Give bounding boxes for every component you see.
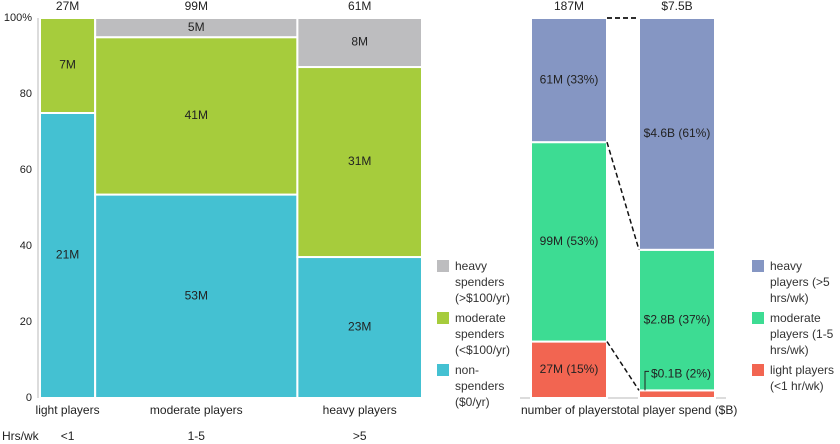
legend-item: non-spenders ($0/yr): [437, 362, 517, 410]
hours-label: >5: [353, 429, 367, 443]
y-tick-label: 20: [20, 316, 32, 328]
bar-segment-light: [530, 340, 608, 400]
legend-item: heavy players (>5 hrs/wk): [752, 258, 838, 306]
legend-swatch: [437, 260, 449, 272]
column-label: moderate players: [150, 403, 243, 417]
legend-label: light players (<1 hr/wk): [770, 363, 835, 393]
y-tick-label: 100%: [4, 12, 32, 24]
bar-segment-label: 99M (53%): [540, 234, 599, 248]
hours-label: <1: [61, 429, 75, 443]
segment-label: 8M: [351, 35, 368, 49]
column-total-label: 27M: [56, 0, 79, 13]
segment-label: 23M: [348, 320, 371, 334]
bar-segment-light: [638, 389, 716, 399]
bar-segment-label: $0.1B (2%): [651, 367, 711, 381]
bar-segment-moderate: [530, 141, 608, 343]
connector-line: [606, 141, 640, 251]
legend-label: heavy players (>5 hrs/wk): [770, 259, 830, 305]
y-tick-label: 60: [20, 164, 32, 176]
bar-segment-label: $2.8B (37%): [644, 312, 711, 326]
segment-label: 7M: [59, 58, 76, 72]
segment-label: 5M: [188, 20, 205, 34]
right-legend: heavy players (>5 hrs/wk) moderate player…: [752, 258, 838, 398]
legend-swatch: [752, 312, 764, 324]
legend-swatch: [437, 364, 449, 376]
bar-segment-label: 27M (15%): [540, 362, 599, 376]
bar-segment-label: 61M (33%): [540, 72, 599, 86]
legend-item: moderate spenders (<$100/yr): [437, 310, 517, 358]
leader-line: [644, 370, 649, 391]
column-label: light players: [36, 403, 100, 417]
segment-non-spenders: [39, 112, 97, 399]
column-total-label: 61M: [348, 0, 371, 13]
x-axis-title: Hrs/wk: [2, 429, 40, 443]
segment-label: 31M: [348, 154, 371, 168]
legend-label: heavy spenders (>$100/yr): [455, 259, 511, 305]
legend-swatch: [437, 312, 449, 324]
segment-non-spenders: [94, 193, 299, 399]
bar-segment-moderate: [638, 248, 716, 392]
legend-item: heavy spenders (>$100/yr): [437, 258, 517, 306]
bar-label: total player spend ($B): [617, 403, 738, 417]
bar-total-label: 187M: [554, 0, 584, 13]
y-tick-label: 80: [20, 88, 32, 100]
bar-label: number of players: [521, 403, 617, 417]
segment-moderate: [94, 36, 299, 196]
y-tick-label: 40: [20, 240, 32, 252]
hours-label: 1-5: [188, 429, 206, 443]
legend-swatch: [752, 364, 764, 376]
left-legend: heavy spenders (>$100/yr) moderate spende…: [437, 258, 517, 414]
legend-swatch: [752, 260, 764, 272]
legend-label: moderate spenders (<$100/yr): [455, 311, 511, 357]
legend-label: moderate players (1-5 hrs/wk): [770, 311, 834, 357]
bar-total-label: $7.5B: [661, 0, 692, 13]
column-total-label: 99M: [185, 0, 208, 13]
bar-segment-label: $4.6B (61%): [644, 126, 711, 140]
segment-label: 53M: [185, 288, 208, 302]
bar-segment-heavy: [530, 17, 608, 144]
segment-label: 21M: [56, 248, 79, 262]
bar-segment-heavy: [638, 17, 716, 251]
segment-heavy: [296, 17, 424, 69]
legend-item: light players (<1 hr/wk): [752, 362, 838, 394]
column-label: heavy players: [323, 403, 397, 417]
segment-label: 41M: [185, 108, 208, 122]
legend-item: moderate players (1-5 hrs/wk): [752, 310, 838, 358]
legend-label: non-spenders ($0/yr): [455, 363, 505, 409]
y-tick-label: 0: [26, 392, 32, 404]
connector-line: [606, 341, 640, 391]
